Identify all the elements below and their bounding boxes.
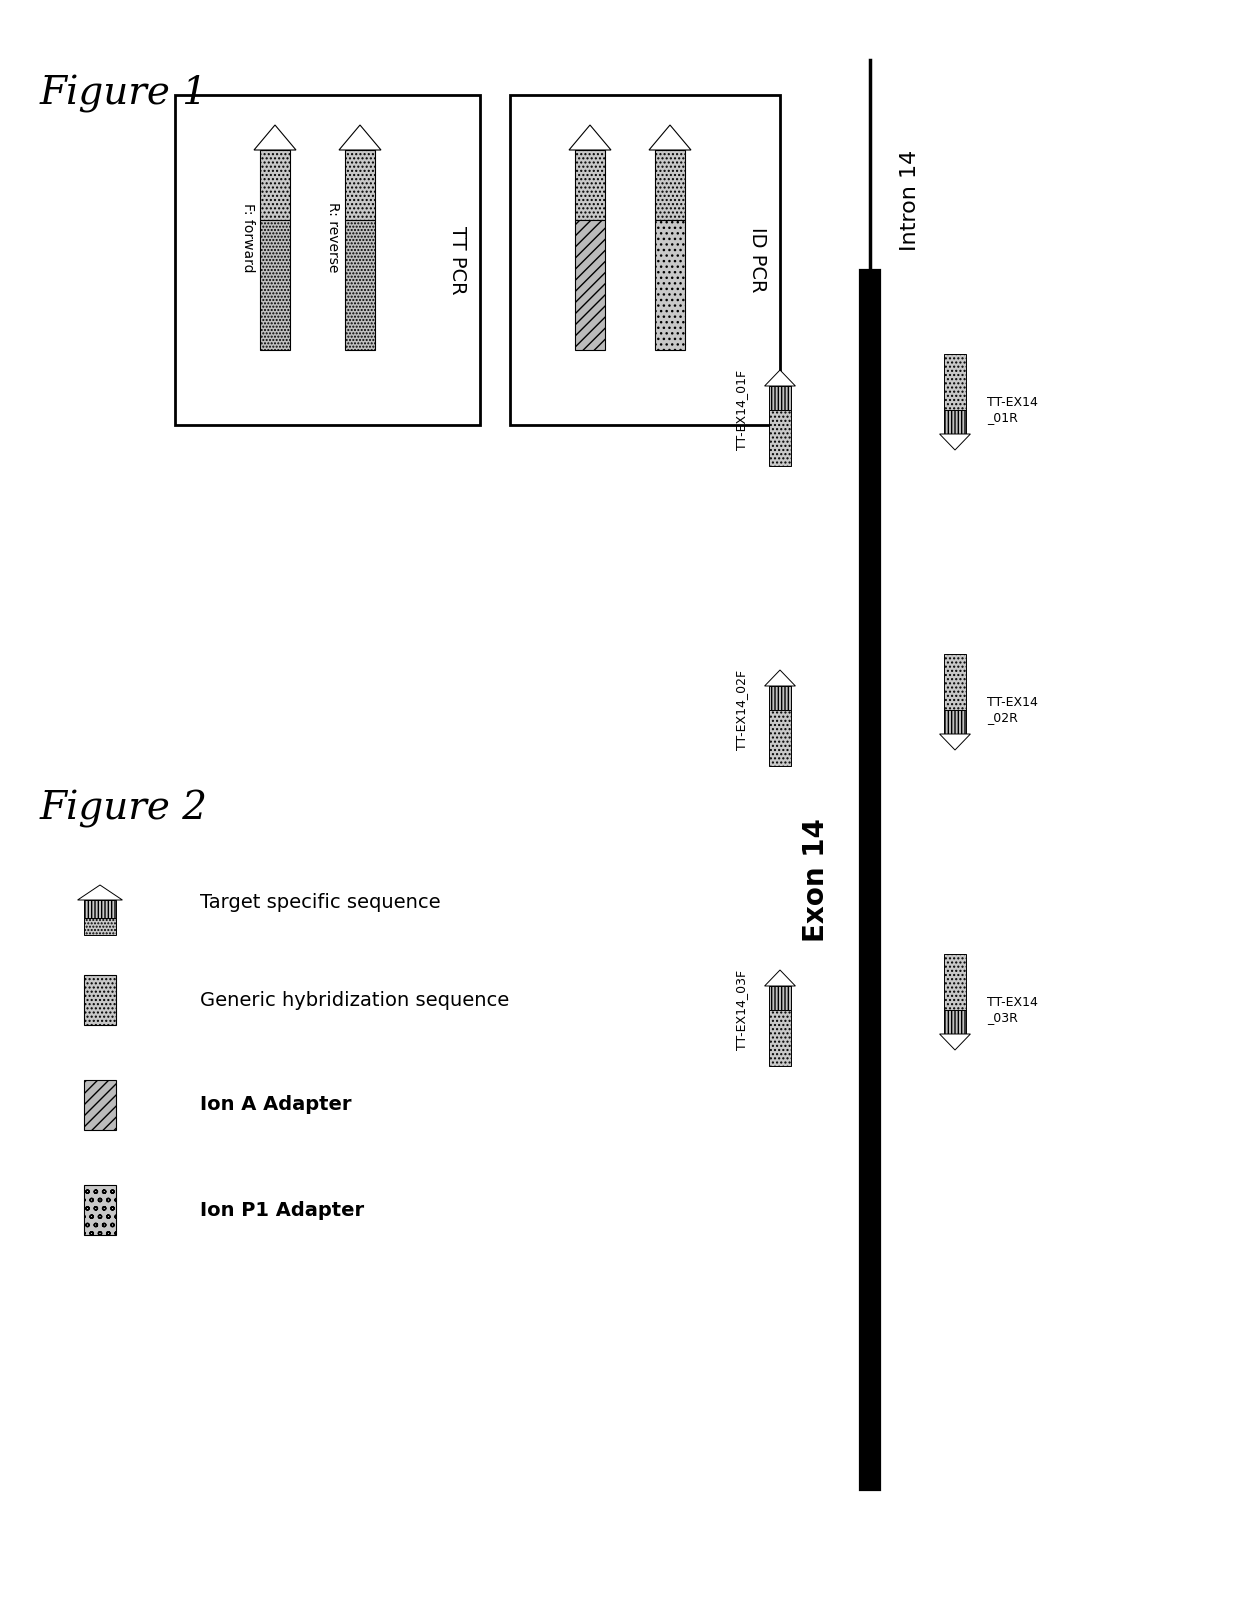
Bar bbox=[84, 975, 117, 1026]
Bar bbox=[769, 987, 791, 1010]
Bar bbox=[84, 1185, 117, 1235]
Text: Generic hybridization sequence: Generic hybridization sequence bbox=[200, 990, 510, 1010]
Text: Figure 2: Figure 2 bbox=[40, 790, 208, 828]
Text: TT-EX14_03F: TT-EX14_03F bbox=[735, 971, 748, 1050]
FancyArrow shape bbox=[940, 734, 971, 750]
Bar bbox=[944, 354, 966, 411]
Text: Target specific sequence: Target specific sequence bbox=[200, 893, 440, 912]
Text: Exon 14: Exon 14 bbox=[802, 818, 830, 941]
Text: TT-EX14
_02R: TT-EX14 _02R bbox=[987, 696, 1038, 724]
Bar bbox=[510, 96, 780, 425]
FancyArrow shape bbox=[765, 370, 795, 386]
FancyArrow shape bbox=[569, 125, 611, 149]
Text: Intron 14: Intron 14 bbox=[900, 149, 920, 250]
Bar bbox=[769, 709, 791, 766]
FancyArrow shape bbox=[78, 885, 123, 901]
Bar bbox=[769, 1010, 791, 1066]
Bar bbox=[944, 654, 966, 709]
Text: F: forward: F: forward bbox=[241, 203, 255, 273]
Text: ID PCR: ID PCR bbox=[749, 227, 768, 292]
FancyArrow shape bbox=[765, 670, 795, 687]
Bar bbox=[944, 954, 966, 1010]
FancyArrow shape bbox=[254, 125, 296, 149]
Bar bbox=[769, 687, 791, 709]
FancyArrow shape bbox=[649, 125, 691, 149]
Bar bbox=[175, 96, 480, 425]
Bar bbox=[769, 386, 791, 411]
Bar bbox=[944, 709, 966, 734]
Bar bbox=[84, 917, 117, 935]
Text: Ion A Adapter: Ion A Adapter bbox=[200, 1096, 351, 1115]
Bar bbox=[260, 221, 290, 351]
FancyArrow shape bbox=[765, 971, 795, 987]
Bar bbox=[655, 221, 684, 351]
Text: Ion P1 Adapter: Ion P1 Adapter bbox=[200, 1201, 365, 1219]
Bar bbox=[944, 1010, 966, 1034]
Text: TT-EX14
_03R: TT-EX14 _03R bbox=[987, 997, 1038, 1024]
FancyArrow shape bbox=[940, 1034, 971, 1050]
Text: Figure 1: Figure 1 bbox=[40, 75, 208, 114]
Bar bbox=[84, 1079, 117, 1130]
FancyArrow shape bbox=[940, 433, 971, 450]
Bar bbox=[260, 149, 290, 221]
Bar bbox=[575, 221, 605, 351]
Bar bbox=[769, 411, 791, 466]
Bar bbox=[944, 411, 966, 433]
Text: R: reverse: R: reverse bbox=[326, 203, 340, 273]
Bar bbox=[345, 221, 374, 351]
Bar bbox=[345, 149, 374, 221]
Text: TT-EX14
_01R: TT-EX14 _01R bbox=[987, 396, 1038, 424]
Bar bbox=[655, 149, 684, 221]
FancyArrow shape bbox=[339, 125, 381, 149]
Bar bbox=[575, 149, 605, 221]
Bar bbox=[84, 901, 117, 917]
Text: TT PCR: TT PCR bbox=[449, 226, 467, 294]
Text: TT-EX14_02F: TT-EX14_02F bbox=[735, 670, 748, 750]
Text: TT-EX14_01F: TT-EX14_01F bbox=[735, 370, 748, 450]
